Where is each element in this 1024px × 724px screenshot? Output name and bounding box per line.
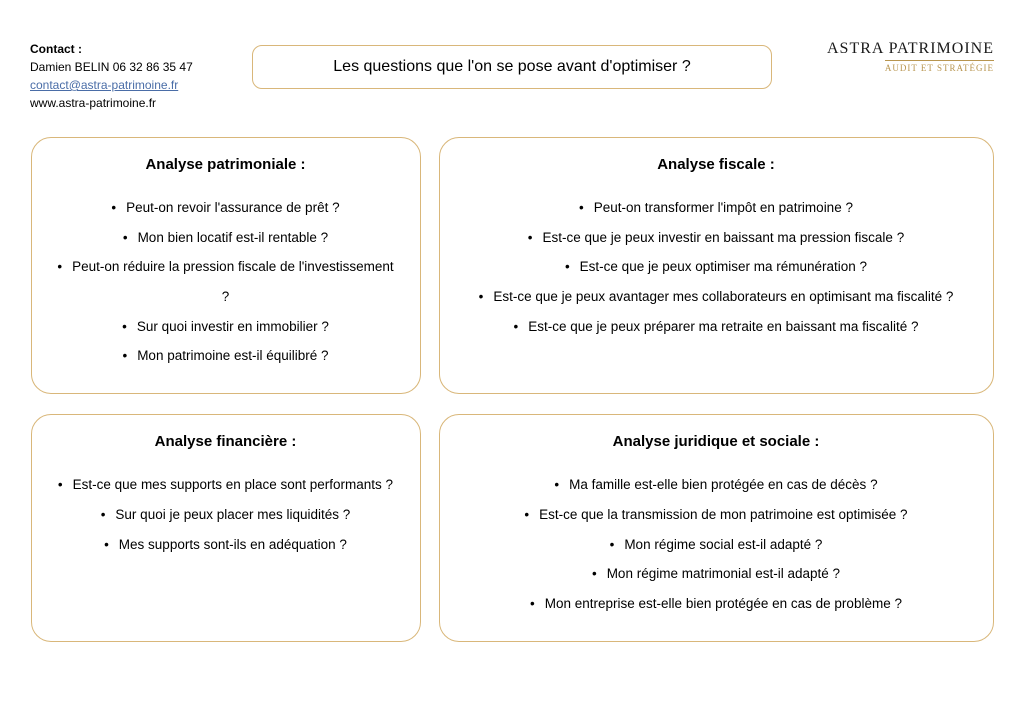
card-list: Ma famille est-elle bien protégée en cas… [462,470,971,618]
list-item: Est-ce que la transmission de mon patrim… [462,500,971,530]
list-item: Mon régime social est-il adapté ? [462,530,971,560]
list-item: Mon régime matrimonial est-il adapté ? [462,559,971,589]
list-item: Est-ce que je peux avantager mes collabo… [462,282,971,312]
list-item: Sur quoi je peux placer mes liquidités ? [54,500,398,530]
list-item: Mes supports sont-ils en adéquation ? [54,530,398,560]
list-item: Ma famille est-elle bien protégée en cas… [462,470,971,500]
list-item: Mon bien locatif est-il rentable ? [54,223,398,253]
card-title: Analyse patrimoniale : [54,156,398,173]
card-list: Peut-on revoir l'assurance de prêt ? Mon… [54,193,398,371]
card-title: Analyse financière : [54,433,398,450]
card-title: Analyse juridique et sociale : [462,433,971,450]
brand-tagline: AUDIT ET STRATÉGIE [885,60,994,73]
cards-grid: Analyse patrimoniale : Peut-on revoir l'… [30,137,994,642]
brand-name: ASTRA PATRIMOINE [794,40,994,58]
contact-email-link[interactable]: contact@astra-patrimoine.fr [30,78,178,92]
list-item: Mon entreprise est-elle bien protégée en… [462,589,971,619]
card-patrimoniale: Analyse patrimoniale : Peut-on revoir l'… [31,137,421,394]
contact-name-phone: Damien BELIN 06 32 86 35 47 [30,58,230,76]
card-financiere: Analyse financière : Est-ce que mes supp… [31,414,421,641]
card-fiscale: Analyse fiscale : Peut-on transformer l'… [439,137,994,394]
list-item: Est-ce que je peux optimiser ma rémunéra… [462,252,971,282]
list-item: Est-ce que je peux investir en baissant … [462,223,971,253]
card-list: Est-ce que mes supports en place sont pe… [54,470,398,559]
list-item: Peut-on revoir l'assurance de prêt ? [54,193,398,223]
page-title: Les questions que l'on se pose avant d'o… [333,58,690,75]
list-item: Peut-on réduire la pression fiscale de l… [54,252,398,311]
brand-block: ASTRA PATRIMOINE AUDIT ET STRATÉGIE [794,40,994,76]
list-item: Mon patrimoine est-il équilibré ? [54,341,398,371]
list-item: Est-ce que je peux préparer ma retraite … [462,312,971,342]
list-item: Sur quoi investir en immobilier ? [54,312,398,342]
contact-website: www.astra-patrimoine.fr [30,94,230,112]
header: Contact : Damien BELIN 06 32 86 35 47 co… [30,40,994,112]
card-juridique: Analyse juridique et sociale : Ma famill… [439,414,994,641]
list-item: Peut-on transformer l'impôt en patrimoin… [462,193,971,223]
page-title-box: Les questions que l'on se pose avant d'o… [252,45,772,89]
contact-block: Contact : Damien BELIN 06 32 86 35 47 co… [30,40,230,112]
contact-label: Contact : [30,40,230,58]
list-item: Est-ce que mes supports en place sont pe… [54,470,398,500]
card-title: Analyse fiscale : [462,156,971,173]
card-list: Peut-on transformer l'impôt en patrimoin… [462,193,971,341]
